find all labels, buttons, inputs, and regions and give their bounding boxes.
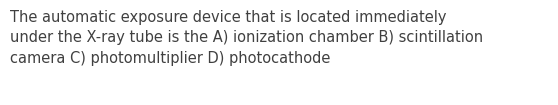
Text: The automatic exposure device that is located immediately
under the X-ray tube i: The automatic exposure device that is lo…	[10, 10, 483, 66]
